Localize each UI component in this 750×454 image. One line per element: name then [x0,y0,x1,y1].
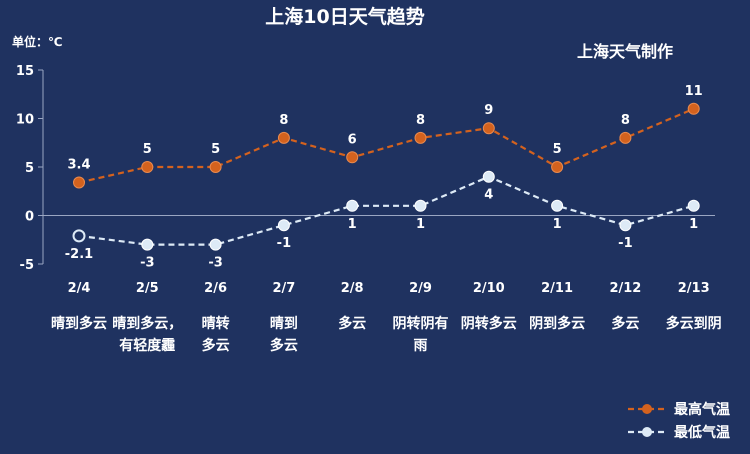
weather-text: 晴到多云 [51,315,107,332]
data-label: 1 [416,217,425,232]
weather-text: 多云 [202,337,230,354]
data-point [482,122,495,135]
data-point [209,161,222,173]
legend-label: 最低气温 [674,424,730,441]
legend-marker [642,404,652,414]
x-axis-labels: 2/4 2/5 2/6 2/7 2/8 2/9 2/10 2/11 2/12 2/13 [68,281,710,296]
weather-text: 阴转阴有 [393,315,449,332]
x-tick-label: 2/11 [541,281,573,296]
weather-text: 多云到阴 [666,315,722,332]
data-label: 3.4 [67,158,90,173]
data-point [619,219,632,232]
data-label: 1 [553,217,562,232]
y-tick-label: -5 [20,258,34,273]
data-point [141,161,154,173]
x-tick-label: 2/5 [136,281,159,296]
y-tick-label: 5 [25,161,34,176]
data-point [482,170,495,183]
data-point [687,199,700,212]
y-tick-label: 15 [16,64,34,79]
weather-text: 多云 [338,315,366,332]
weather-text: 晴转 [202,315,230,332]
data-label: -1 [618,236,632,251]
x-tick-label: 2/7 [272,281,295,296]
legend-marker [642,427,652,437]
data-label: 8 [279,113,288,128]
data-point [346,151,359,164]
data-label: -1 [277,236,291,251]
chart-title: 上海10日天气趋势 [265,5,424,28]
data-point [72,229,86,243]
data-label: -3 [140,256,154,271]
x-tick-label: 2/9 [409,281,432,296]
data-label: 5 [211,142,220,157]
weather-text: 晴到多云， [112,315,182,332]
series-line [78,107,695,184]
data-label: 1 [348,217,357,232]
data-point [346,199,359,212]
legend-label: 最高气温 [674,401,730,418]
data-point [619,131,632,144]
data-label: 8 [416,113,425,128]
legend-item: 最高气温 [628,401,730,418]
weather-text: 晴到 [270,315,298,332]
data-label: -2.1 [65,247,93,262]
weather-text: 阴转多云 [461,315,517,332]
weather-text: 多云 [270,337,298,354]
data-label: 5 [553,142,562,157]
data-label: 5 [143,142,152,157]
weather-text: 阴到多云 [529,315,585,332]
data-point [414,199,427,212]
data-label: 1 [689,217,698,232]
data-label: -3 [208,256,222,271]
x-tick-label: 2/13 [678,281,710,296]
data-label: 4 [484,188,493,203]
chart-credit: 上海天气制作 [577,42,673,61]
data-point [551,161,564,173]
weather-text: 有轻度霾 [119,337,175,354]
x-tick-label: 2/6 [204,281,227,296]
unit-label: 单位：℃ [12,34,63,49]
data-point [73,176,85,189]
data-point [687,102,700,115]
x-tick-label: 2/8 [341,281,364,296]
legend-item: 最低气温 [628,424,730,441]
y-tick-label: 0 [25,210,34,225]
data-point [414,131,427,144]
data-point [551,199,564,212]
weather-text: 多云 [611,315,639,332]
series-low: -2.1 -3 -3 -1 1 1 4 1 -1 1 [65,170,700,271]
x-tick-label: 2/4 [68,281,91,296]
x-tick-label: 2/10 [473,281,505,296]
weather-text: 雨 [414,338,428,354]
data-point [277,219,290,232]
data-label: 6 [348,132,357,147]
data-point [277,131,290,144]
data-point [209,238,222,251]
y-tick-label: 10 [16,113,34,128]
data-label: 9 [484,103,493,118]
data-point [141,238,154,251]
series-high: 3.4 5 5 8 6 8 9 5 8 11 [67,84,703,189]
data-label: 11 [685,84,703,99]
data-label: 8 [621,113,630,128]
x-tick-label: 2/12 [609,281,641,296]
series-line [78,175,695,246]
